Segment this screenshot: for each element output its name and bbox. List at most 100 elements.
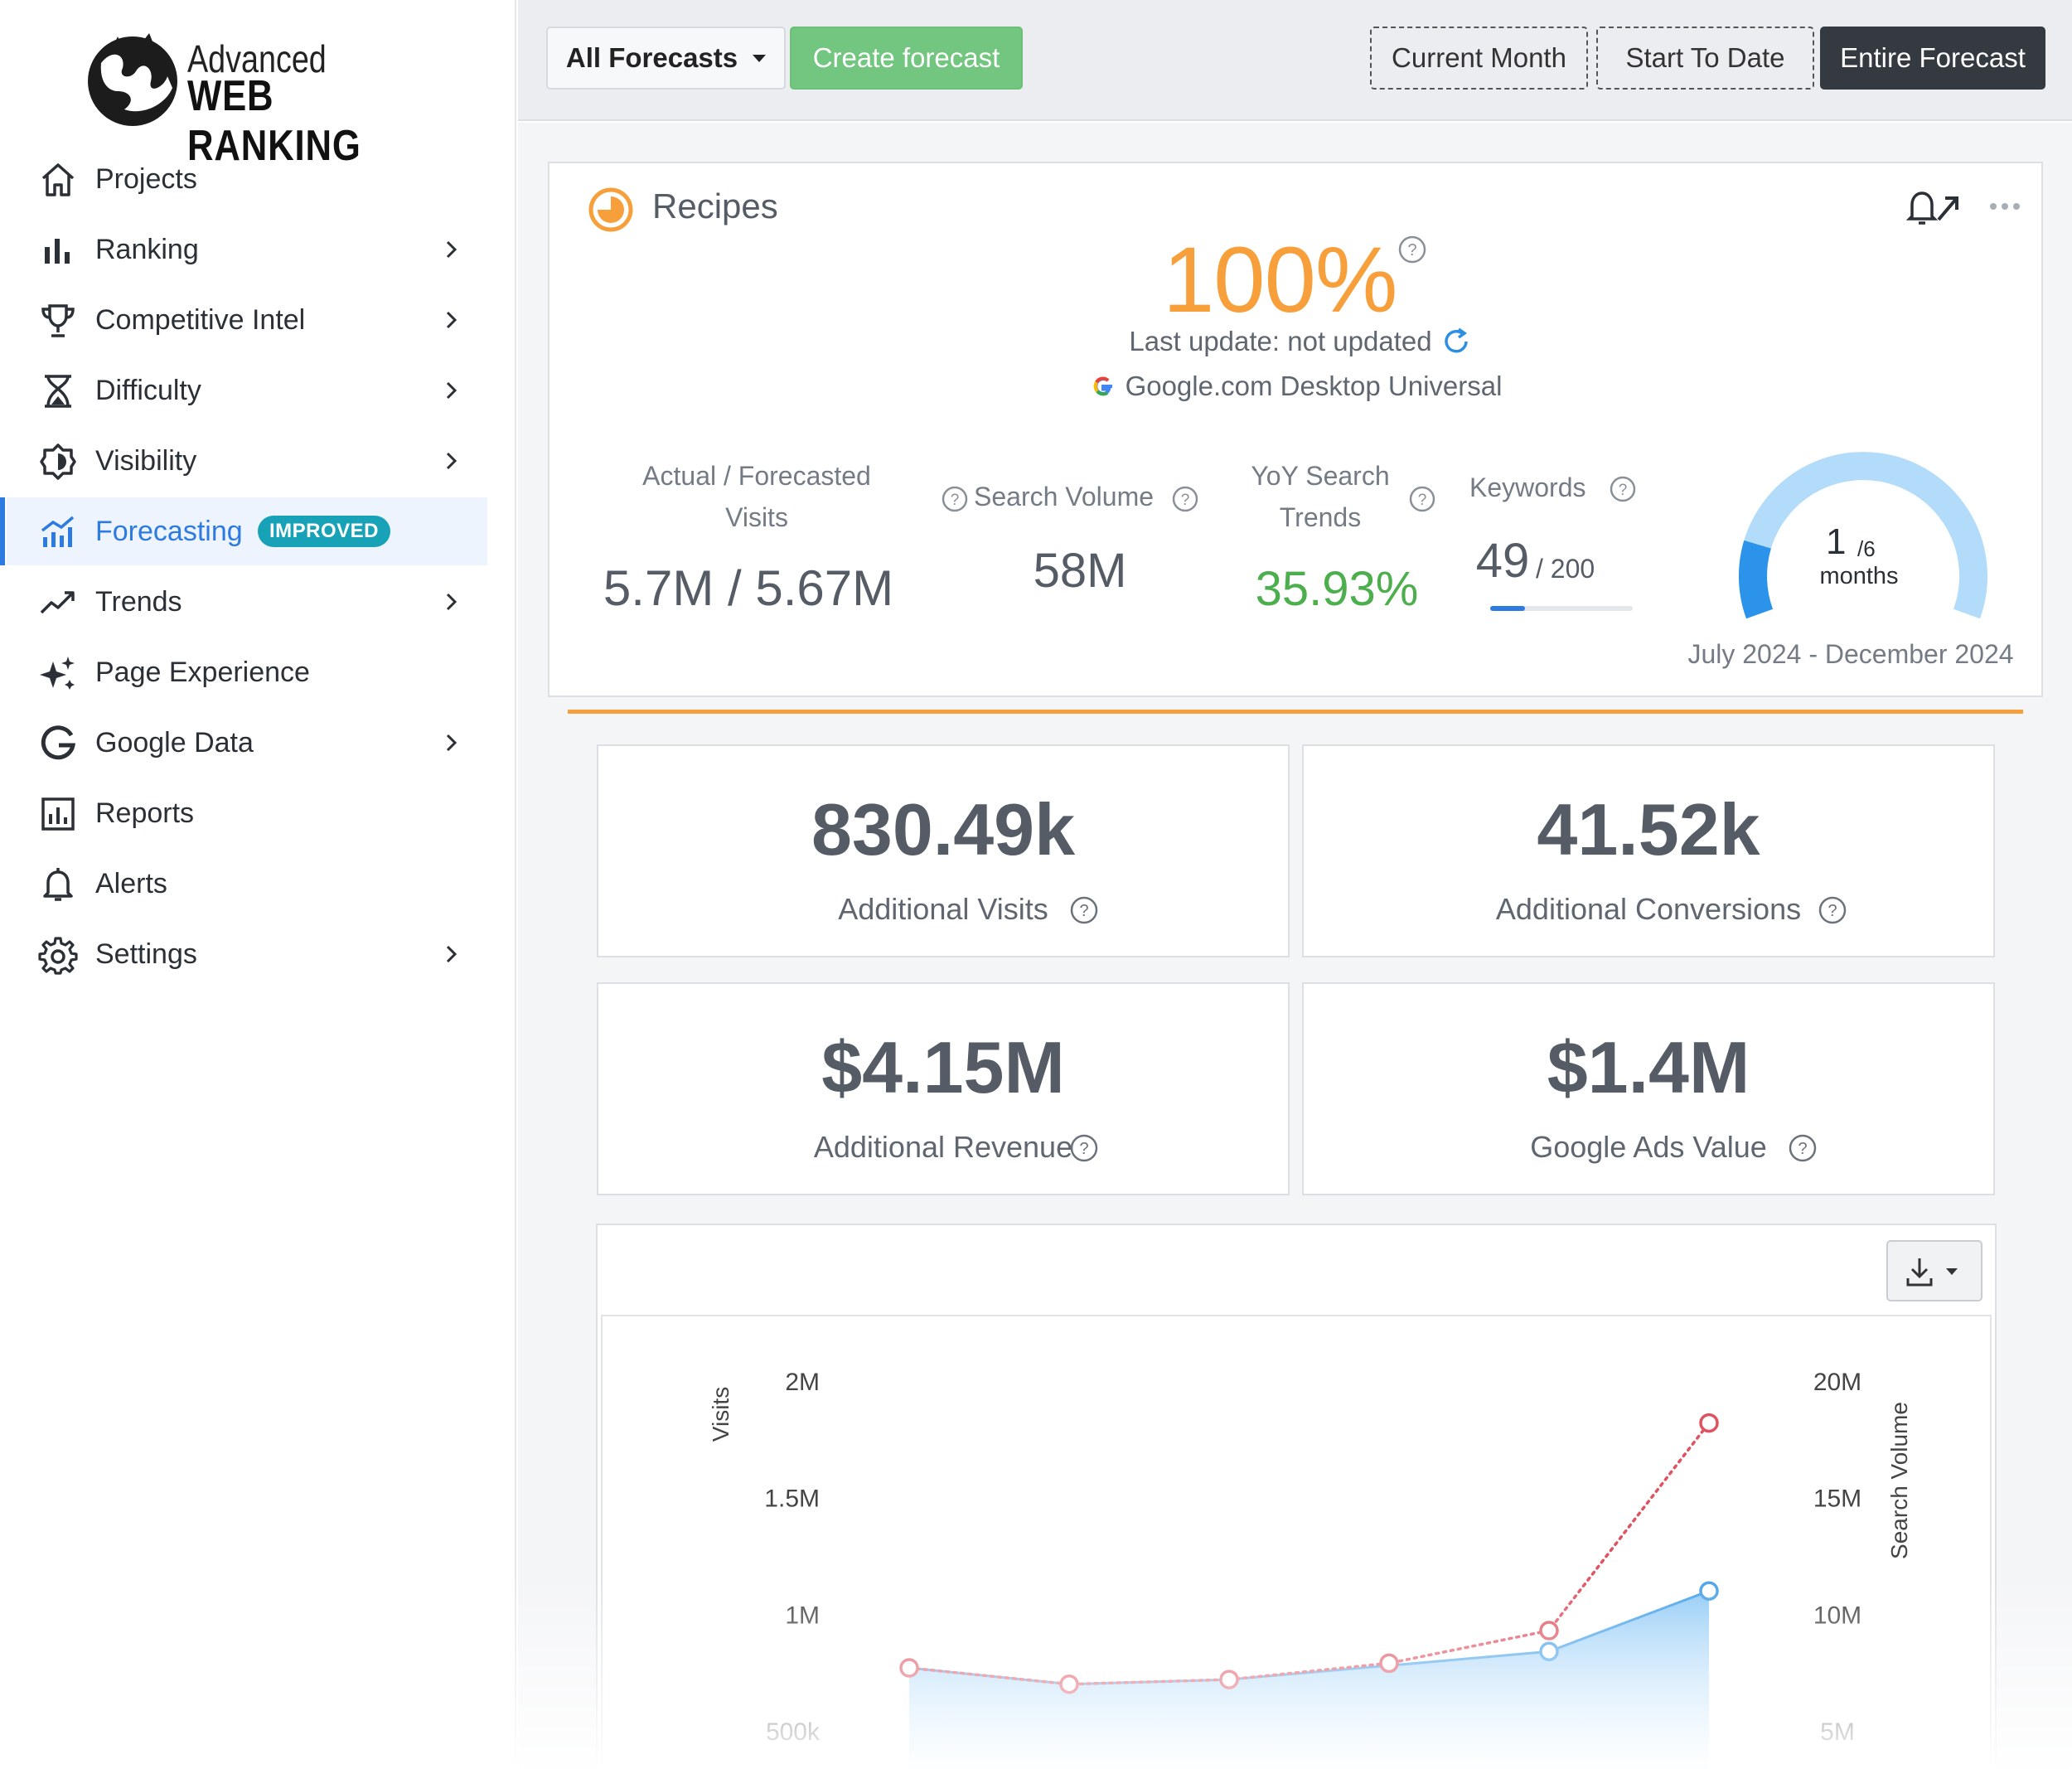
visits-label-line1: Actual / Forecasted <box>642 461 871 491</box>
hourglass-icon <box>45 375 71 408</box>
stat-label: Additional Visits <box>838 892 1048 926</box>
visibility-icon <box>40 443 76 480</box>
sidebar-item-visibility[interactable]: Visibility <box>7 427 487 495</box>
svg-text:?: ? <box>1619 482 1628 499</box>
help-icon[interactable]: ? <box>941 485 969 513</box>
help-icon[interactable]: ? <box>1171 485 1199 513</box>
brand-logo[interactable]: Advanced WEB RANKING <box>85 27 416 170</box>
bell-icon <box>43 868 73 901</box>
sidebar-item-settings[interactable]: Settings <box>7 920 487 988</box>
sidebar-item-label: Difficulty <box>95 374 201 406</box>
help-icon[interactable]: ? <box>1408 485 1436 513</box>
alert-bell-icon[interactable] <box>1905 187 1963 228</box>
brand-line-1: Advanced <box>187 37 327 80</box>
sidebar-item-label: Page Experience <box>95 656 310 688</box>
search-volume-point <box>1539 1641 1559 1662</box>
google-logo-icon <box>1093 376 1112 396</box>
y2-tick-label: 20M <box>1813 1369 1861 1396</box>
y2-tick-label: 5M <box>1820 1718 1855 1746</box>
visits-point <box>1379 1653 1399 1674</box>
additional-revenue-card: $4.15M Additional Revenue ? <box>597 982 1290 1195</box>
stat-value: 41.52k <box>1537 788 1760 870</box>
more-options-icon[interactable] <box>1988 200 2021 213</box>
sparkle-icon <box>40 657 75 690</box>
sidebar-item-competitive-intel[interactable]: Competitive Intel <box>7 286 487 354</box>
search-volume-value: 58M <box>1033 544 1127 598</box>
sidebar-item-projects[interactable]: Projects <box>7 145 487 213</box>
home-icon <box>41 163 75 196</box>
svg-text:?: ? <box>1828 902 1837 920</box>
svg-text:?: ? <box>1181 492 1190 509</box>
keywords-label: Keywords <box>1469 473 1586 502</box>
brand-line-2: WEB RANKING <box>187 72 361 170</box>
y-tick-label: 1.5M <box>764 1485 820 1513</box>
months-unit-label: months <box>1819 563 1899 589</box>
range-current-month-button[interactable]: Current Month <box>1370 27 1588 90</box>
additional-conversions-card: 41.52k Additional Conversions ? <box>1302 744 1995 957</box>
sidebar-item-label: Competitive Intel <box>95 303 306 336</box>
top-toolbar: All Forecasts Create forecast Current Mo… <box>518 0 2072 121</box>
chevron-right-icon <box>446 311 457 329</box>
pie-progress-icon <box>588 187 633 232</box>
range-entire-forecast-button[interactable]: Entire Forecast <box>1820 27 2045 90</box>
search-engine-text: Google.com Desktop Universal <box>1125 371 1503 401</box>
bar-chart-icon <box>45 239 70 264</box>
download-icon <box>1906 1258 1958 1287</box>
visits-label-line2: Visits <box>725 502 788 532</box>
create-forecast-button[interactable]: Create forecast <box>790 27 1023 90</box>
visits-point <box>1699 1413 1719 1433</box>
all-forecasts-dropdown[interactable]: All Forecasts <box>546 27 786 90</box>
chevron-right-icon <box>446 452 457 470</box>
sidebar-item-label: Google Data <box>95 726 254 758</box>
chart-plot-area: 2M 1.5M 1M 500k 20M 15M 10M 5M Visits Search Volu… <box>601 1315 1992 1769</box>
refresh-icon[interactable] <box>1440 326 1472 357</box>
help-icon[interactable]: ? <box>1069 1133 1099 1163</box>
duration-gauge <box>1738 452 1987 619</box>
search-volume-label: Search Volume <box>974 482 1155 511</box>
gear-icon <box>38 937 78 975</box>
y2-tick-label: 10M <box>1813 1602 1861 1629</box>
last-update-text: Last update: not updated <box>1129 326 1432 356</box>
y-tick-label: 2M <box>785 1369 820 1396</box>
chevron-right-icon <box>446 381 457 400</box>
google-g-icon <box>41 725 76 760</box>
visits-search-volume-chart: 2M 1.5M 1M 500k 20M 15M 10M 5M Visits Search Volu… <box>708 1369 1912 1769</box>
google-ads-value-card: $1.4M Google Ads Value ? <box>1302 982 1995 1195</box>
chevron-right-icon <box>446 240 457 259</box>
sidebar-item-forecasting[interactable]: Forecasting IMPROVED <box>0 497 487 565</box>
sidebar-item-difficulty[interactable]: Difficulty <box>7 356 487 424</box>
sidebar-item-trends[interactable]: Trends <box>7 568 487 636</box>
range-start-to-date-button[interactable]: Start To Date <box>1596 27 1814 90</box>
months-elapsed-value: 1 <box>1826 521 1847 562</box>
y-tick-label: 1M <box>785 1602 820 1629</box>
sidebar-item-alerts[interactable]: Alerts <box>7 850 487 918</box>
help-icon[interactable]: ? <box>1069 895 1099 925</box>
help-icon[interactable]: ? <box>1818 895 1847 925</box>
help-icon[interactable]: ? <box>1609 475 1637 503</box>
sidebar-item-label: Projects <box>95 162 197 195</box>
sidebar-item-label: Trends <box>95 585 182 618</box>
sidebar-item-page-experience[interactable]: Page Experience <box>7 638 487 706</box>
help-icon[interactable]: ? <box>1397 235 1427 264</box>
sidebar-item-google-data[interactable]: Google Data <box>7 709 487 777</box>
forecast-chart-card: 2M 1.5M 1M 500k 20M 15M 10M 5M Visits Search Volu… <box>596 1224 1997 1769</box>
stat-label: Additional Conversions <box>1495 892 1802 926</box>
yoy-trend-value: 35.93% <box>1255 562 1419 616</box>
sidebar-item-ranking[interactable]: Ranking <box>7 216 487 284</box>
caret-down-icon <box>753 54 767 62</box>
additional-visits-card: 830.49k Additional Visits ? <box>597 744 1290 957</box>
svg-text:?: ? <box>1079 1140 1088 1158</box>
visits-value: 5.7M / 5.67M <box>603 560 894 616</box>
help-icon[interactable]: ? <box>1788 1133 1818 1163</box>
months-total-value: /6 <box>1857 536 1876 561</box>
visits-point <box>899 1658 919 1678</box>
y-tick-label: 500k <box>766 1718 821 1746</box>
keywords-usage-bar <box>1490 606 1633 611</box>
keywords-total-value: / 200 <box>1536 554 1595 584</box>
svg-text:?: ? <box>1079 902 1088 920</box>
forecast-chart-icon <box>41 516 75 547</box>
export-dropdown-button[interactable] <box>1886 1240 1982 1301</box>
stat-value: $1.4M <box>1547 1026 1750 1108</box>
sidebar-item-reports[interactable]: Reports <box>7 779 487 847</box>
y2-axis-label: Search Volume <box>1886 1402 1912 1559</box>
